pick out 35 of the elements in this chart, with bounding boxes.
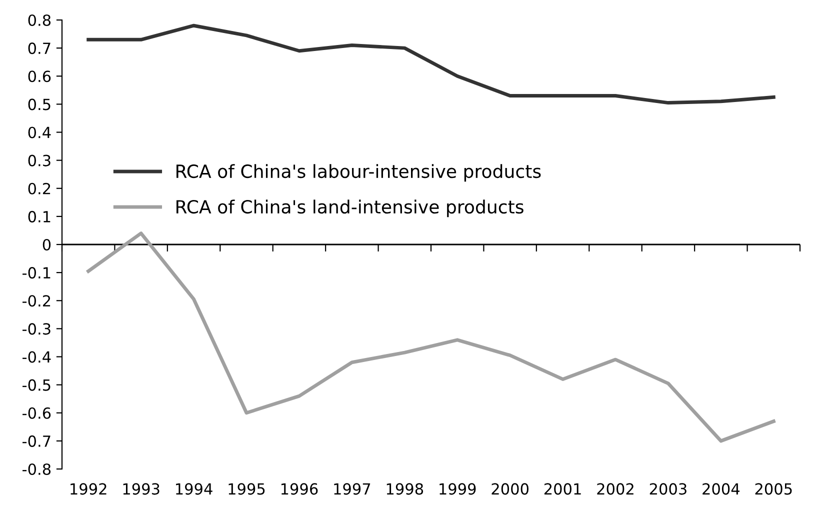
y-tick-label: -0.2 <box>22 295 50 307</box>
y-tick-label: 0.3 <box>28 154 50 166</box>
x-tick-label: 1995 <box>228 483 265 495</box>
x-tick-label: 2001 <box>544 483 581 495</box>
x-tick-label: 2002 <box>597 483 634 495</box>
y-tick-label: -0.8 <box>22 463 51 476</box>
x-tick-label: 1997 <box>334 483 370 495</box>
legend-label: RCA of China's labour-intensive products <box>176 164 541 182</box>
x-tick-label: 1996 <box>281 483 318 495</box>
y-tick-label: 0.4 <box>28 126 51 138</box>
x-tick-label: 1998 <box>386 483 424 495</box>
y-tick-label: 0.8 <box>28 14 51 26</box>
y-tick-label: -0.1 <box>22 267 50 279</box>
y-tick-label: 0.6 <box>28 70 51 82</box>
y-tick-label: 0.1 <box>28 210 50 222</box>
line-series <box>86 24 776 105</box>
y-tick-label: -0.6 <box>22 407 51 419</box>
y-tick-label: 0 <box>42 238 51 251</box>
y-tick-label: -0.5 <box>22 379 50 391</box>
x-tick-label: 1999 <box>440 483 476 495</box>
line-series <box>86 232 776 443</box>
y-tick-label: -0.7 <box>22 435 50 447</box>
y-tick-label: -0.3 <box>22 323 50 335</box>
x-tick-label: 1993 <box>123 483 160 495</box>
y-tick-label: 0.7 <box>28 42 50 54</box>
x-tick-label: 2004 <box>702 483 740 495</box>
x-tick-label: 2005 <box>755 483 792 495</box>
y-tick-label: 0.5 <box>28 98 50 110</box>
x-tick-label: 1992 <box>70 483 106 495</box>
legend-label: RCA of China's land-intensive products <box>176 200 524 218</box>
x-tick-label: 2003 <box>650 483 686 495</box>
x-tick-label: 1994 <box>176 483 212 495</box>
y-tick-label: 0.2 <box>28 182 50 194</box>
x-tick-label: 2000 <box>492 483 528 495</box>
y-tick-label: -0.4 <box>22 351 51 363</box>
